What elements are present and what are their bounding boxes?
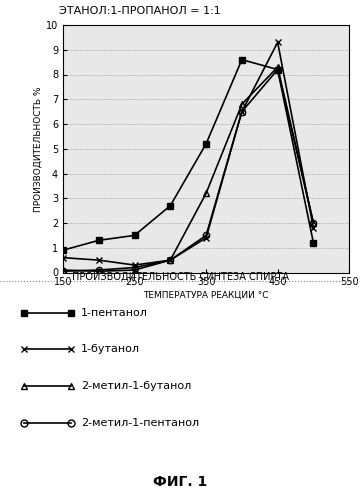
1-пентанол	[168, 202, 172, 208]
1-бутанол	[275, 40, 280, 46]
2-метил-1-бутанол	[96, 268, 101, 274]
2-метил-1-бутанол	[132, 267, 137, 273]
Text: 1-бутанол: 1-бутанол	[81, 344, 140, 354]
1-пентанол	[311, 240, 316, 246]
Line: 2-метил-1-пентанол: 2-метил-1-пентанол	[60, 66, 316, 274]
2-метил-1-пентанол	[240, 108, 244, 114]
Text: ЭТАНОЛ:1-ПРОПАНОЛ = 1:1: ЭТАНОЛ:1-ПРОПАНОЛ = 1:1	[59, 6, 221, 16]
1-бутанол	[96, 257, 101, 263]
1-пентанол	[275, 66, 280, 72]
2-метил-1-бутанол	[311, 220, 316, 226]
1-бутанол	[311, 225, 316, 231]
Line: 1-пентанол: 1-пентанол	[60, 56, 316, 254]
1-пентанол	[96, 238, 101, 244]
X-axis label: ТЕМПЕРАТУРА РЕАКЦИИ °С: ТЕМПЕРАТУРА РЕАКЦИИ °С	[143, 290, 269, 299]
2-метил-1-пентанол	[204, 232, 208, 238]
2-метил-1-бутанол	[275, 64, 280, 70]
Text: 2-метил-1-пентанол: 2-метил-1-пентанол	[81, 418, 199, 428]
1-пентанол	[61, 247, 65, 253]
Y-axis label: ПРОИЗВОДИТЕЛЬНОСТЬ %: ПРОИЗВОДИТЕЛЬНОСТЬ %	[34, 86, 43, 212]
2-метил-1-бутанол	[168, 257, 172, 263]
2-метил-1-пентанол	[311, 220, 316, 226]
2-метил-1-пентанол	[168, 257, 172, 263]
Text: ПРОИЗВОДИТЕЛЬНОСТЬ СИНТЕЗА СПИРТА: ПРОИЗВОДИТЕЛЬНОСТЬ СИНТЕЗА СПИРТА	[72, 272, 288, 281]
2-метил-1-пентанол	[96, 267, 101, 273]
1-пентанол	[204, 141, 208, 147]
Text: 1-пентанол: 1-пентанол	[81, 308, 148, 318]
2-метил-1-бутанол	[61, 267, 65, 273]
1-бутанол	[132, 262, 137, 268]
1-бутанол	[204, 235, 208, 241]
2-метил-1-бутанол	[240, 101, 244, 107]
1-пентанол	[132, 232, 137, 238]
Text: ФИГ. 1: ФИГ. 1	[153, 475, 207, 489]
1-бутанол	[240, 108, 244, 114]
2-метил-1-бутанол	[204, 190, 208, 196]
1-бутанол	[61, 254, 65, 260]
Line: 1-бутанол: 1-бутанол	[60, 39, 316, 268]
Line: 2-метил-1-бутанол: 2-метил-1-бутанол	[60, 64, 316, 274]
1-пентанол	[240, 56, 244, 62]
Text: 2-метил-1-бутанол: 2-метил-1-бутанол	[81, 382, 191, 392]
1-бутанол	[168, 257, 172, 263]
2-метил-1-пентанол	[132, 264, 137, 270]
2-метил-1-пентанол	[275, 66, 280, 72]
2-метил-1-пентанол	[61, 268, 65, 274]
